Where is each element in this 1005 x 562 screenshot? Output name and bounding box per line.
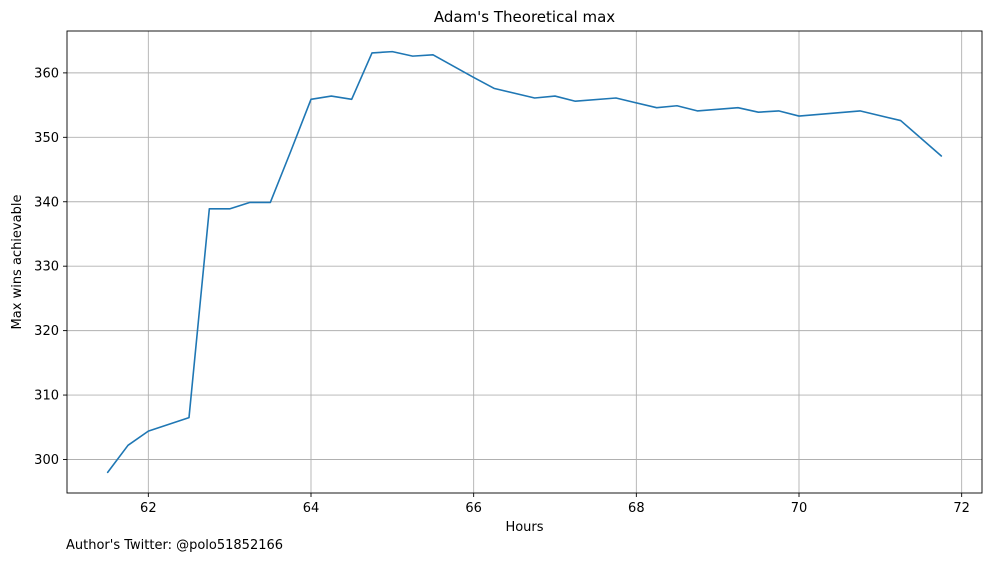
y-axis-label: Max wins achievable: [10, 195, 25, 330]
x-tick-label: 70: [791, 501, 808, 516]
y-tick-label: 300: [34, 453, 59, 468]
x-tick-label: 66: [465, 501, 482, 516]
y-tick-label: 320: [34, 324, 59, 339]
y-tick-label: 360: [34, 66, 59, 81]
y-tick-label: 310: [34, 389, 59, 404]
x-tick-label: 62: [140, 501, 157, 516]
chart-title: Adam's Theoretical max: [434, 8, 615, 26]
x-axis-label: Hours: [505, 520, 543, 535]
x-tick-label: 64: [303, 501, 320, 516]
x-tick-label: 68: [628, 501, 645, 516]
y-tick-label: 340: [34, 195, 59, 210]
y-tick-label: 330: [34, 260, 59, 275]
y-tick-label: 350: [34, 131, 59, 146]
x-tick-label: 72: [953, 501, 970, 516]
grid: [67, 31, 982, 493]
author-footnote: Author's Twitter: @polo51852166: [66, 538, 284, 553]
plot-frame: [66, 30, 983, 494]
series-line: [106, 50, 943, 474]
x-axis-ticks: 62 64 66 68 70 72: [140, 493, 970, 516]
y-axis-ticks: 300 310 320 330 340 350 360: [34, 66, 67, 468]
